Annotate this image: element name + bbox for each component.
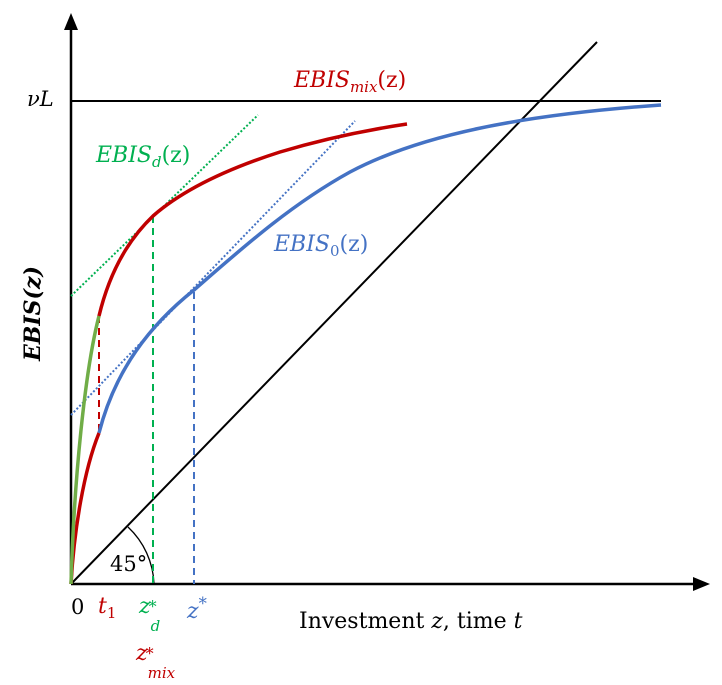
zstar-sup: * <box>198 594 207 613</box>
x-axis-label: Investment z, time t <box>299 611 523 633</box>
t1-tick-label: t1 <box>98 596 116 621</box>
ebis-d-base: EBIS <box>96 143 152 168</box>
ebis-mix-arg: (z) <box>377 68 407 93</box>
ebis-d-early-segment <box>69 315 101 585</box>
ebis-d-tangent-line <box>70 114 259 297</box>
y-axis-arrow-icon <box>64 13 78 30</box>
ebis-d-label: EBISd(z) <box>96 145 190 170</box>
y-axis-label-text: EBIS(z) <box>20 266 46 361</box>
zmix-sup: * <box>145 644 154 663</box>
vl-tick-text: νL <box>27 87 54 111</box>
t1-base: t <box>98 594 107 619</box>
x-axis-arrow-icon <box>693 577 710 591</box>
zd-base: z <box>139 594 151 619</box>
ebis-0-arg: (z) <box>339 232 369 257</box>
ebis-d-sub: d <box>152 153 162 172</box>
zd-sub: d <box>150 617 161 635</box>
ebis-d-arg: (z) <box>161 143 191 168</box>
zd-tick-label: z * d <box>139 594 165 634</box>
x-label-mid: , time <box>442 609 514 634</box>
t1-sub: 1 <box>106 604 117 623</box>
zstar-tick-label: z* <box>187 594 207 625</box>
vl-tick-label: νL <box>27 89 54 110</box>
ebis-mix-base: EBIS <box>294 68 350 93</box>
origin-label: 0 <box>71 597 84 618</box>
ebis-0-tangent-line <box>70 120 356 416</box>
ebis-mix-sub: mix <box>350 78 378 97</box>
x-label-var: z <box>431 609 443 634</box>
ebis-0-sub: 0 <box>330 242 340 261</box>
x-label-var2: t <box>513 609 523 634</box>
ebis-0-base: EBIS <box>274 232 330 257</box>
ebis-0-curve <box>97 103 662 434</box>
zmix-sub: mix <box>147 664 176 682</box>
zmix-base: z <box>136 641 148 666</box>
x-label-main: Investment <box>299 609 432 634</box>
ebis-mix-curve <box>97 122 408 317</box>
ebis-mix-label: EBISmix(z) <box>294 70 406 95</box>
origin-label-text: 0 <box>71 595 85 619</box>
angle-label-text: 45° <box>110 552 148 576</box>
ebis-0-label: EBIS0(z) <box>274 234 368 259</box>
zmix-tick-label: z * mix <box>136 641 186 681</box>
zd-sup: * <box>148 597 157 616</box>
angle-label: 45° <box>110 554 147 575</box>
45-degree-line <box>70 41 598 585</box>
zstar-base: z <box>187 599 199 625</box>
y-axis-label: EBIS(z) <box>20 266 46 361</box>
